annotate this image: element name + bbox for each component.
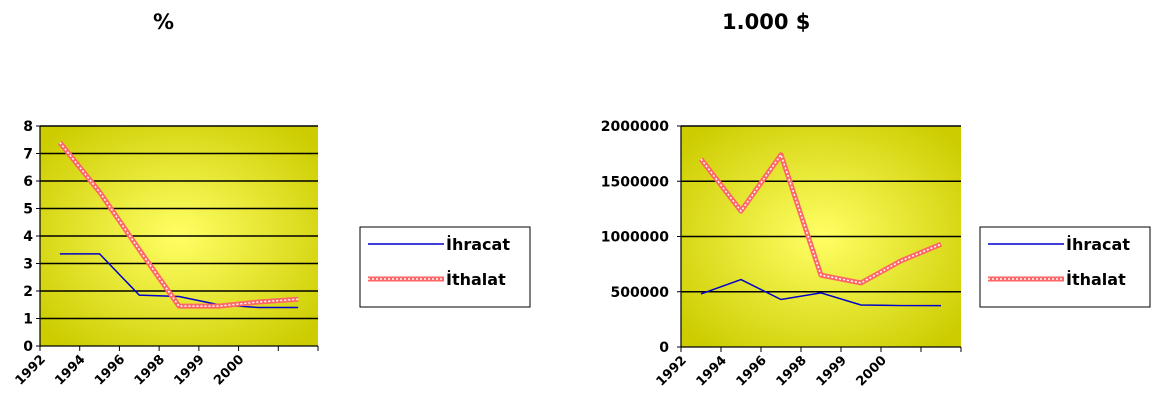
x-tick-label: 1994	[694, 353, 730, 389]
x-tick-label: 1999	[814, 353, 850, 389]
legend-label: İhracat	[446, 235, 510, 254]
y-tick-label: 1500000	[601, 174, 669, 190]
legend-label: İthalat	[446, 270, 506, 289]
y-tick-label: 6	[23, 174, 33, 190]
legend-box	[359, 226, 531, 308]
x-tick-label: 1996	[92, 352, 128, 388]
y-tick-label: 1000000	[601, 230, 669, 246]
legend-label: İhracat	[1066, 235, 1130, 254]
legend-label: İthalat	[1066, 270, 1126, 289]
chart-0: 0 1 2 3 4 5 6 7 8 1992 1994 1996 1998 1999 2000 İhracat…	[13, 119, 531, 388]
y-tick-label: 4	[23, 229, 33, 245]
chart-1: 0 500000 1000000 1500000 2000000 1992 1994 1996…	[601, 119, 1151, 389]
y-tick-label: 7	[23, 147, 33, 163]
y-tick-label: 2000000	[601, 119, 669, 135]
x-tick-label: 2000	[211, 352, 247, 388]
y-tick-label: 2	[23, 284, 33, 300]
x-tick-label: 2000	[854, 353, 890, 389]
series-ithalat-line	[57, 140, 299, 309]
y-tick-label: 0	[659, 340, 669, 356]
chart-right-title: 1.000 $	[722, 10, 811, 34]
x-tick-label: 1998	[774, 353, 810, 389]
x-tick-label: 1998	[132, 352, 168, 388]
series-ihracat-line	[59, 253, 299, 309]
legend-box	[979, 226, 1151, 308]
y-tick-label: 0	[23, 339, 33, 355]
y-tick-label: 8	[23, 119, 33, 135]
x-tick-label: 1994	[52, 352, 88, 388]
chart-left-title: %	[153, 10, 175, 34]
y-tick-label: 1	[23, 312, 33, 328]
y-tick-label: 500000	[611, 285, 670, 301]
y-tick-label: 5	[23, 202, 33, 218]
series-ihracat-line	[700, 278, 941, 307]
y-tick-label: 3	[23, 257, 33, 273]
x-tick-label: 1999	[171, 352, 207, 388]
x-tick-label: 1992	[654, 353, 690, 389]
x-tick-label: 1996	[734, 353, 770, 389]
x-tick-label: 1992	[13, 352, 49, 388]
series-ithalat-pattern	[700, 153, 942, 284]
